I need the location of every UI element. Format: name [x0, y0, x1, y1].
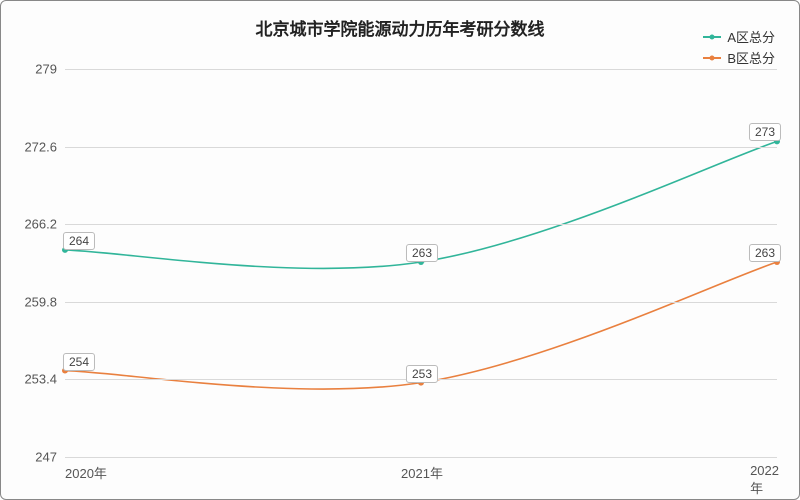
- chart-title: 北京城市学院能源动力历年考研分数线: [256, 15, 545, 40]
- legend-swatch-a: [703, 36, 721, 38]
- gridline: [65, 69, 777, 70]
- gridline: [65, 147, 777, 148]
- data-label: 264: [63, 232, 95, 250]
- line-chart: 北京城市学院能源动力历年考研分数线 A区总分 B区总分 247253.4259.…: [0, 0, 800, 500]
- data-label: 263: [749, 244, 781, 262]
- x-tick-label: 2022年: [750, 463, 779, 497]
- plot-area: 247253.4259.8266.2272.62792020年2021年2022…: [65, 69, 777, 455]
- y-tick-label: 253.4: [24, 372, 57, 387]
- gridline: [65, 302, 777, 303]
- gridline: [65, 457, 777, 458]
- chart-lines: [65, 69, 777, 455]
- data-label: 254: [63, 353, 95, 371]
- x-tick-label: 2021年: [401, 463, 443, 482]
- data-label: 273: [749, 123, 781, 141]
- legend-item-b: B区总分: [703, 48, 775, 67]
- y-tick-label: 259.8: [24, 294, 57, 309]
- legend: A区总分 B区总分: [703, 27, 775, 69]
- data-label: 253: [406, 365, 438, 383]
- x-tick-label: 2020年: [65, 463, 107, 482]
- y-tick-label: 279: [35, 62, 57, 77]
- legend-swatch-b: [703, 57, 721, 59]
- y-tick-label: 247: [35, 450, 57, 465]
- legend-item-a: A区总分: [703, 27, 775, 46]
- legend-label-a: A区总分: [727, 27, 775, 46]
- data-label: 263: [406, 244, 438, 262]
- y-tick-label: 266.2: [24, 217, 57, 232]
- legend-label-b: B区总分: [727, 48, 775, 67]
- y-tick-label: 272.6: [24, 139, 57, 154]
- gridline: [65, 224, 777, 225]
